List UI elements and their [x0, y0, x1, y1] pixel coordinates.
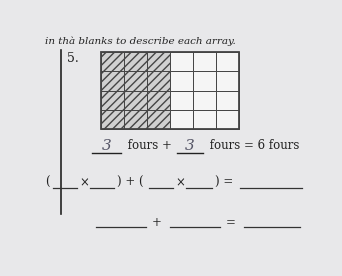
- Text: =: =: [226, 216, 236, 229]
- Bar: [101, 52, 124, 71]
- Bar: [193, 71, 216, 91]
- Bar: [193, 52, 216, 71]
- Bar: [101, 71, 124, 91]
- Text: fours = 6 fours: fours = 6 fours: [206, 139, 299, 152]
- Bar: [216, 52, 239, 71]
- Bar: [124, 110, 147, 129]
- Bar: [147, 91, 170, 110]
- Bar: [101, 52, 239, 129]
- Bar: [124, 91, 147, 110]
- Bar: [147, 71, 170, 91]
- Bar: [101, 110, 124, 129]
- Text: 3: 3: [102, 139, 111, 153]
- Bar: [193, 110, 216, 129]
- Text: 5.: 5.: [67, 52, 78, 65]
- Bar: [216, 91, 239, 110]
- Bar: [216, 110, 239, 129]
- Bar: [147, 52, 170, 71]
- Bar: [216, 71, 239, 91]
- Bar: [170, 52, 193, 71]
- Bar: [101, 91, 124, 110]
- Text: in thà blanks to describe each array.: in thà blanks to describe each array.: [45, 36, 236, 46]
- Text: ×: ×: [175, 176, 185, 189]
- Text: ) =: ) =: [215, 176, 233, 189]
- Text: ) + (: ) + (: [117, 176, 144, 189]
- Text: (: (: [45, 176, 50, 189]
- Text: ×: ×: [80, 176, 90, 189]
- Bar: [193, 91, 216, 110]
- Text: +: +: [152, 216, 162, 229]
- Bar: [170, 71, 193, 91]
- Text: 3: 3: [185, 139, 195, 153]
- Bar: [170, 110, 193, 129]
- Bar: [124, 71, 147, 91]
- Bar: [124, 52, 147, 71]
- Bar: [147, 110, 170, 129]
- Text: fours +: fours +: [123, 139, 175, 152]
- Bar: [170, 91, 193, 110]
